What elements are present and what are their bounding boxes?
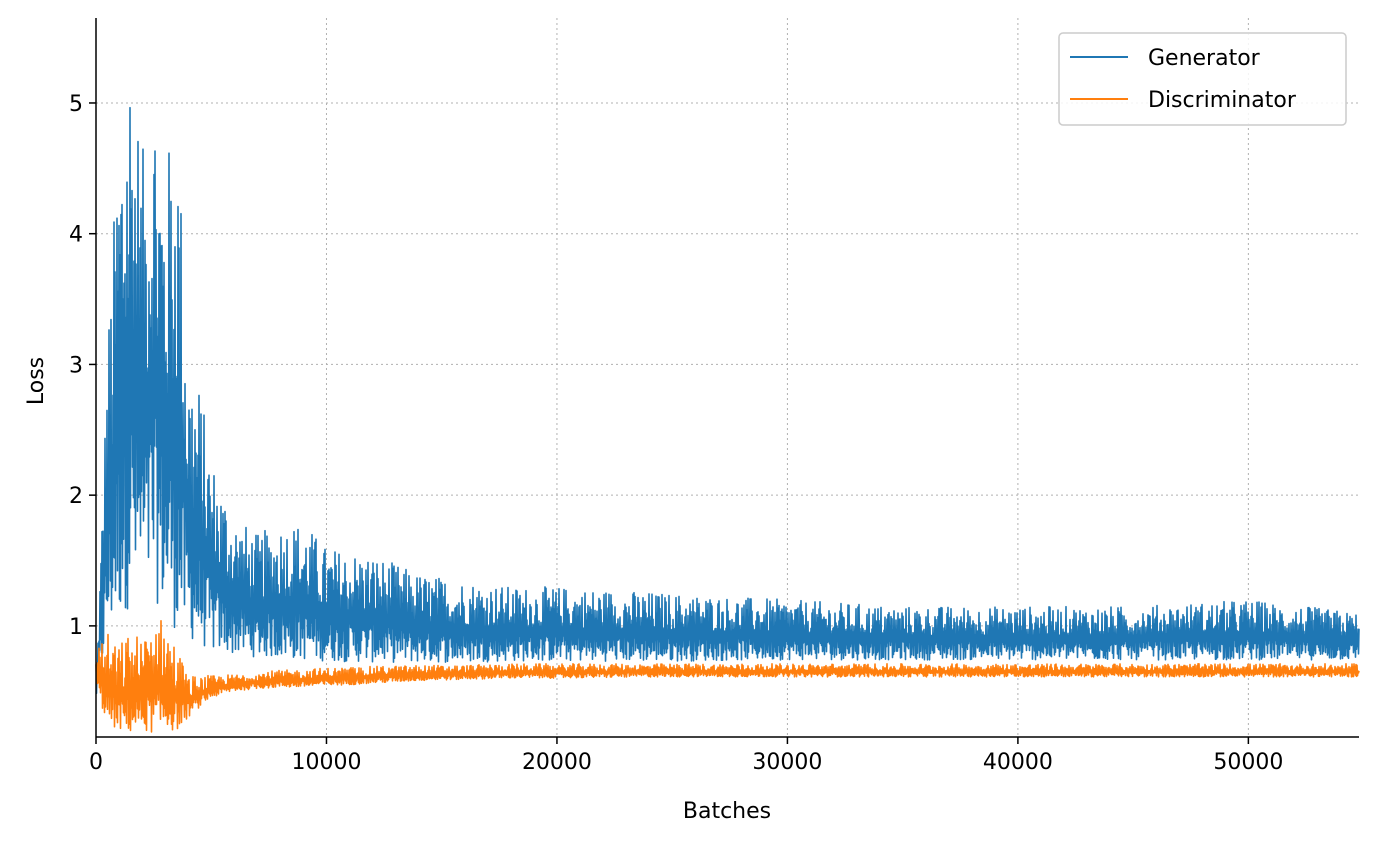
x-tick-label-4: 40000 xyxy=(983,750,1053,775)
y-tick-label-4: 5 xyxy=(69,92,83,117)
x-tick-label-1: 10000 xyxy=(291,750,361,775)
y-ticks: 1 2 3 4 5 xyxy=(69,92,96,640)
x-axis-label: Batches xyxy=(683,799,771,824)
y-axis-label: Loss xyxy=(24,357,49,405)
x-tick-label-2: 20000 xyxy=(522,750,592,775)
series-line-generator xyxy=(95,106,1360,695)
legend: Generator Discriminator xyxy=(1058,32,1347,126)
x-tick-label-0: 0 xyxy=(89,750,103,775)
legend-frame xyxy=(1058,32,1347,126)
axes xyxy=(95,18,1359,738)
x-ticks: 0 10000 20000 30000 40000 50000 xyxy=(89,737,1283,775)
x-tick-label-3: 30000 xyxy=(752,750,822,775)
series-layer xyxy=(95,106,1360,733)
series-line-discriminator xyxy=(95,619,1360,733)
y-tick-label-0: 1 xyxy=(69,615,83,640)
legend-label-discriminator: Discriminator xyxy=(1148,88,1297,113)
legend-label-generator: Generator xyxy=(1148,46,1261,71)
x-tick-label-5: 50000 xyxy=(1213,750,1283,775)
y-tick-label-1: 2 xyxy=(69,484,83,509)
y-tick-label-3: 4 xyxy=(69,223,83,248)
y-tick-label-2: 3 xyxy=(69,353,83,378)
